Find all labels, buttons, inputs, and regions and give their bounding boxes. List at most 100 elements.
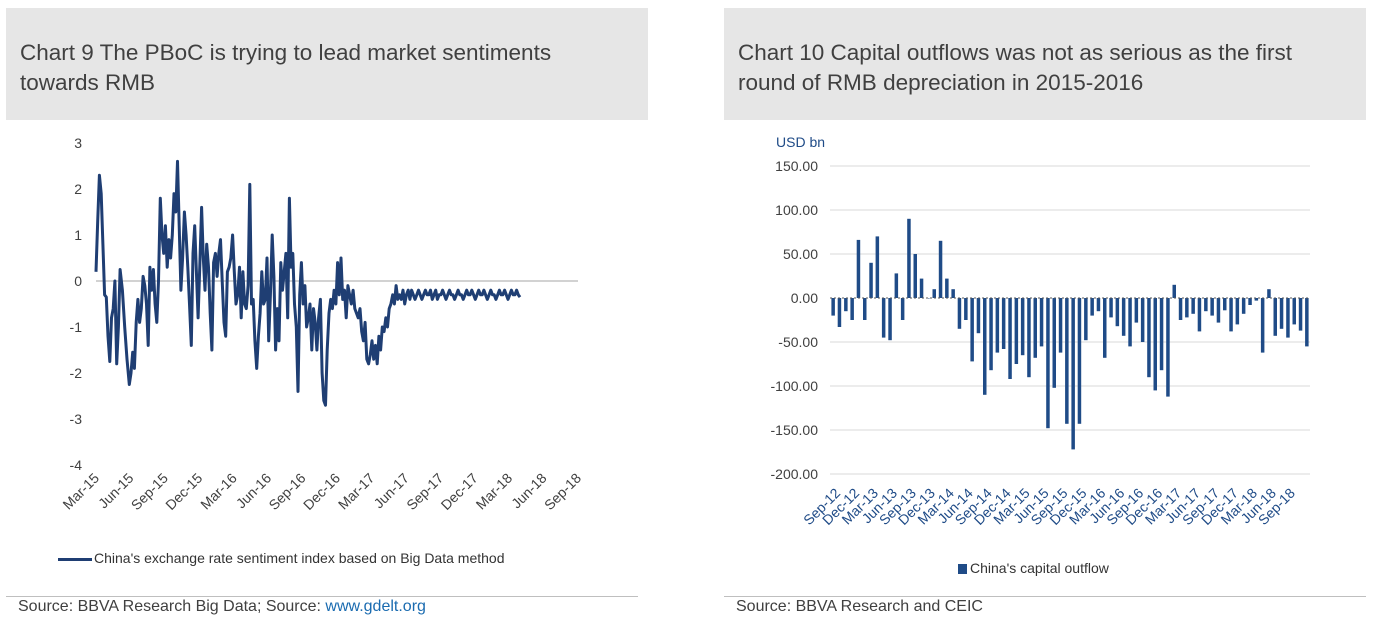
chart-9-source: Source: BBVA Research Big Data; Source: … [18, 598, 426, 616]
capital-outflow-bar [1286, 298, 1290, 338]
capital-outflow-bar [863, 298, 867, 320]
chart-9-source-divider [6, 596, 638, 597]
capital-outflow-bar [1279, 298, 1284, 329]
chart-9-title: Chart 9 The PBoC is trying to lead marke… [20, 40, 552, 95]
x-tick-label: Sep-17 [403, 470, 446, 513]
x-tick-label: Dec-15 [162, 470, 205, 513]
capital-outflow-bar [1229, 298, 1233, 332]
chart-10-source-divider [724, 596, 1366, 597]
capital-outflow-bar [976, 298, 981, 334]
capital-outflow-bar [1128, 298, 1132, 347]
chart-9-source-text: Source: BBVA Research Big Data; Source: [18, 598, 326, 615]
y-tick-label: -1 [70, 319, 83, 335]
capital-outflow-bar [945, 278, 949, 298]
capital-outflow-bar [983, 298, 987, 395]
x-tick-label: Mar-17 [335, 470, 378, 513]
capital-outflow-bar [932, 289, 936, 298]
capital-outflow-bar [1008, 298, 1012, 379]
y-tick-label: 3 [74, 135, 82, 151]
capital-outflow-bar [881, 298, 886, 338]
capital-outflow-bar [894, 273, 899, 298]
capital-outflow-bar [1197, 298, 1202, 332]
capital-outflow-bar [831, 298, 835, 316]
capital-outflow-bar [1027, 298, 1031, 378]
capital-outflow-bar [1109, 298, 1113, 318]
y-tick-label: 150.00 [775, 158, 818, 174]
y-tick-label: 0 [74, 273, 82, 289]
y-tick-label: 2 [74, 181, 82, 197]
capital-outflow-bar [1046, 298, 1050, 429]
capital-outflow-bar [837, 298, 842, 327]
capital-outflow-bar [957, 298, 962, 329]
capital-outflow-bar [995, 298, 1000, 353]
capital-outflow-bar [1020, 298, 1025, 356]
capital-outflow-bar [1084, 298, 1088, 341]
x-tick-label: Sep-16 [265, 470, 308, 513]
capital-outflow-bar [1033, 298, 1037, 358]
capital-outflow-bar [1204, 298, 1208, 312]
capital-outflow-bar [1254, 298, 1259, 301]
chart-10-source: Source: BBVA Research and CEIC [736, 598, 983, 615]
capital-outflow-bar [1147, 298, 1151, 378]
y-tick-label: 50.00 [783, 246, 818, 262]
chart-10-legend-label: China's capital outflow [970, 560, 1109, 576]
x-tick-label: Mar-16 [197, 470, 240, 513]
capital-outflow-bar [1014, 298, 1019, 364]
capital-outflow-bar [1153, 298, 1157, 391]
y-tick-label: -4 [70, 457, 83, 473]
chart-9-legend: China's exchange rate sentiment index ba… [58, 550, 504, 566]
x-tick-label: Sep-18 [541, 470, 584, 513]
capital-outflow-bar [1172, 284, 1176, 298]
gdelt-link[interactable]: www.gdelt.org [325, 598, 426, 615]
y-tick-label: 1 [74, 227, 82, 243]
capital-outflow-bar [1298, 298, 1303, 331]
capital-outflow-bar [1210, 298, 1214, 316]
legend-bar-swatch [958, 564, 967, 575]
y-tick-label: -100.00 [771, 378, 819, 394]
chart-10-title: Chart 10 Capital outflows was not as ser… [738, 40, 1293, 95]
capital-outflow-bar [1185, 298, 1189, 318]
capital-outflow-bar [1273, 298, 1277, 336]
y-axis-unit-label: USD bn [776, 134, 825, 150]
capital-outflow-bar [1065, 298, 1069, 424]
capital-outflow-bar [1178, 298, 1183, 320]
chart-10-title-box: Chart 10 Capital outflows was not as ser… [724, 8, 1366, 120]
chart-10-legend: China's capital outflow [958, 560, 1109, 576]
chart-10-bar-chart: 150.00 100.00 50.00 0.00 -50.00 -100.00 -150.0… [771, 134, 1310, 528]
y-tick-label: 0.00 [791, 290, 818, 306]
y-tick-label: -50.00 [778, 334, 818, 350]
chart-9-panel: Chart 9 The PBoC is trying to lead marke… [0, 0, 650, 624]
capital-outflow-bar [1235, 298, 1240, 325]
capital-outflow-bar [844, 298, 848, 312]
y-tick-label: -2 [70, 365, 83, 381]
capital-outflow-bar [1077, 298, 1082, 424]
capital-outflow-bar [1267, 289, 1271, 298]
capital-outflow-bar [888, 298, 892, 341]
y-tick-label: 100.00 [775, 202, 818, 218]
capital-outflow-bar [1292, 298, 1296, 325]
capital-outflow-bar [869, 262, 873, 298]
capital-outflow-bar [1121, 298, 1126, 336]
capital-outflow-bar [1052, 298, 1056, 388]
x-tick-label: Mar-15 [59, 470, 102, 513]
chart-9-legend-label: China's exchange rate sentiment index ba… [94, 550, 505, 566]
capital-outflow-bar [938, 240, 943, 298]
capital-outflow-bar [1001, 298, 1006, 349]
capital-outflow-bar [1134, 298, 1139, 323]
capital-outflow-bar [900, 298, 905, 320]
y-tick-label: -200.00 [771, 466, 819, 482]
capital-outflow-bar [989, 298, 993, 371]
capital-outflow-bar [850, 298, 854, 320]
capital-outflow-bar [964, 298, 968, 320]
capital-outflow-bar [907, 218, 911, 298]
capital-outflow-bar [1058, 298, 1063, 353]
capital-outflow-bar [1223, 298, 1227, 311]
sentiment-index-line [94, 159, 522, 407]
capital-outflow-bar [1140, 298, 1145, 342]
capital-outflow-bar [1115, 298, 1120, 327]
capital-outflow-bar [1248, 298, 1252, 305]
capital-outflow-bar [1159, 298, 1164, 371]
capital-outflow-bar [856, 239, 861, 298]
capital-outflow-bar [1305, 298, 1309, 347]
x-tick-label: Mar-18 [473, 470, 516, 513]
